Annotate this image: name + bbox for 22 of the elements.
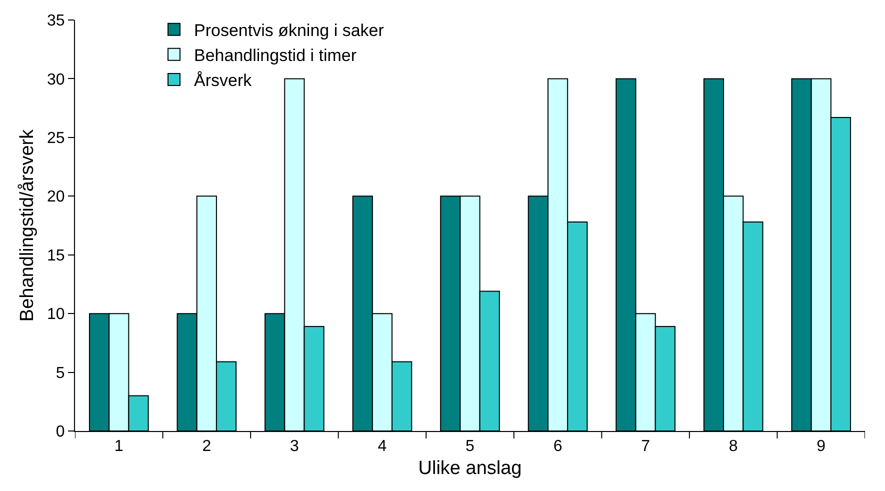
x-tick-label: 3 [290, 438, 299, 456]
x-tick-label: 5 [466, 438, 475, 456]
x-tick-label: 2 [202, 438, 212, 456]
x-tick-label: 4 [378, 438, 387, 456]
x-axis-title: Ulike anslag [418, 458, 522, 479]
x-tick-label: 1 [114, 438, 124, 456]
x-tick-label: 7 [641, 438, 650, 456]
x-tick-label: 9 [816, 438, 826, 456]
y-tick-label: 20 [47, 188, 65, 206]
x-tick-label: 6 [553, 438, 562, 456]
y-tick-label: 0 [56, 424, 65, 441]
y-tick-label: 30 [47, 71, 65, 88]
y-tick-label: 35 [47, 12, 65, 30]
y-axis-title: Behandlingstid/årsverk [16, 128, 38, 322]
y-tick-label: 15 [47, 247, 65, 264]
legend-label: Årsverk [194, 71, 252, 90]
legend-label: Prosentvis økning i saker [194, 20, 384, 40]
y-tick-label: 25 [47, 130, 65, 148]
legend-label: Behandlingstid i timer [194, 46, 357, 66]
y-tick-label: 10 [47, 306, 65, 324]
x-tick-label: 8 [728, 438, 738, 456]
y-tick-label: 5 [56, 364, 65, 382]
